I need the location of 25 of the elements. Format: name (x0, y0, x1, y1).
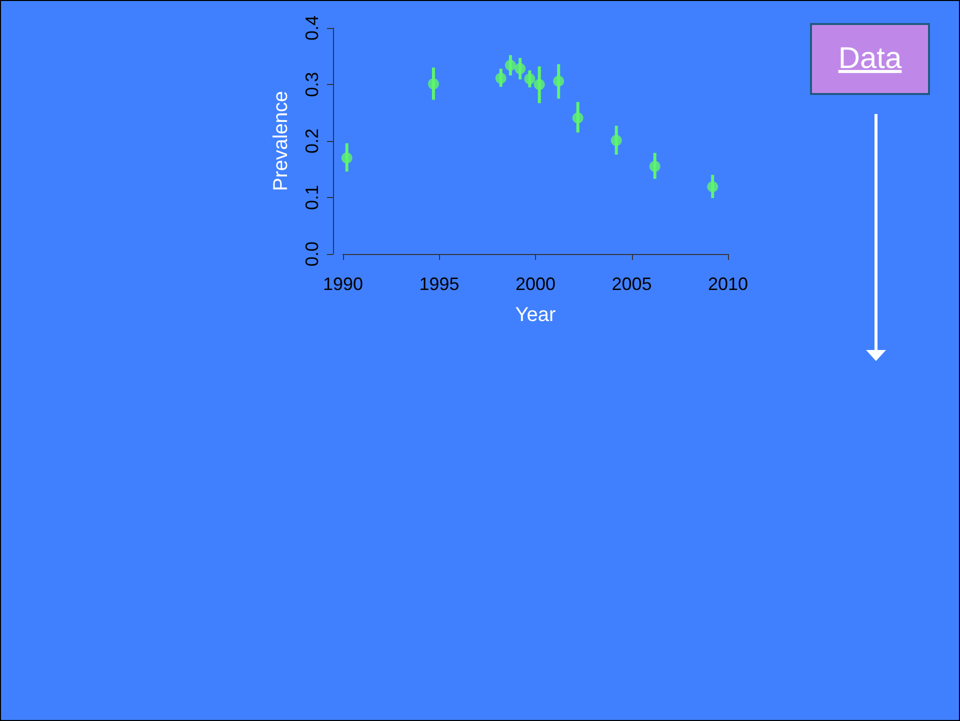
x-tick-label: 2010 (708, 274, 748, 294)
y-axis-title: Prevalence (270, 90, 292, 192)
y-tick-label: 0.2 (302, 128, 322, 154)
point (553, 76, 564, 87)
point (524, 73, 536, 84)
point (495, 72, 506, 84)
point (341, 152, 352, 164)
y-tick-label: 0.3 (302, 72, 322, 98)
x-axis-title: Year (515, 304, 556, 326)
text: Data (810, 23, 930, 95)
y-tick-label: 0.0 (302, 241, 322, 267)
point (504, 60, 516, 71)
x-tick-label: 2005 (612, 274, 652, 294)
point (572, 112, 584, 124)
x-tick-label: 2000 (515, 274, 556, 294)
point (610, 134, 622, 146)
point (514, 63, 526, 74)
point (428, 78, 439, 90)
point (534, 79, 545, 90)
y-tick-label: 0.1 (302, 184, 322, 210)
x-tick-label: 1995 (419, 274, 460, 294)
point (707, 181, 718, 192)
point (649, 160, 660, 172)
y-tick-label: 0.4 (302, 15, 322, 41)
x-tick-label: 1990 (322, 274, 364, 294)
